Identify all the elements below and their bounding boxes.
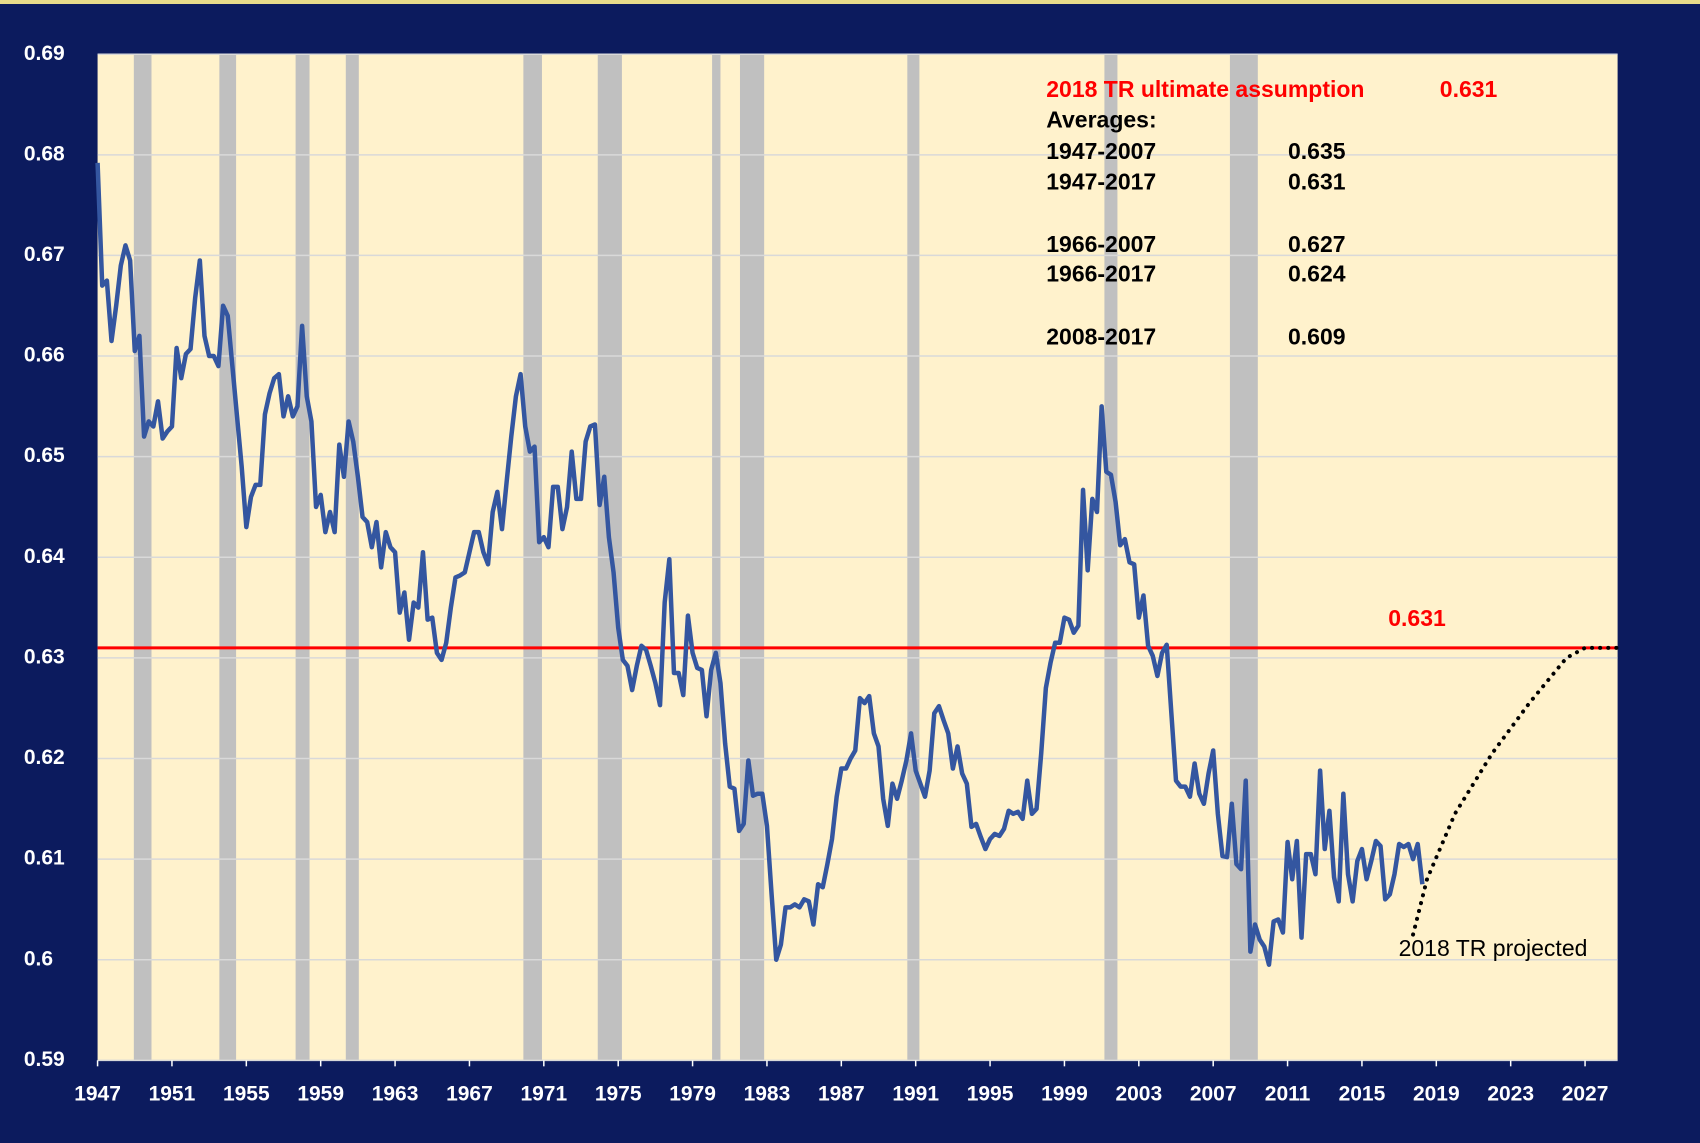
x-tick-label: 1979 (669, 1083, 716, 1106)
average-period: 2008-2017 (1046, 323, 1156, 349)
y-tick-label: 0.63 (24, 645, 65, 668)
x-tick-label: 1995 (967, 1083, 1014, 1106)
x-tick-label: 1967 (446, 1083, 493, 1106)
y-tick-label: 0.69 (24, 42, 65, 65)
x-tick-label: 2015 (1339, 1083, 1386, 1106)
assumption-label: 2018 TR ultimate assumption (1046, 76, 1364, 102)
x-tick-label: 2023 (1487, 1083, 1534, 1106)
y-tick-label: 0.62 (24, 746, 65, 769)
averages-title: Averages: (1046, 107, 1156, 133)
assumption-value: 0.631 (1440, 76, 1498, 102)
average-value: 0.635 (1288, 138, 1346, 164)
x-tick-label: 1991 (892, 1083, 939, 1106)
x-tick-label: 1975 (595, 1083, 642, 1106)
y-tick-label: 0.67 (24, 243, 65, 266)
y-tick-label: 0.61 (24, 847, 65, 870)
average-period: 1966-2017 (1046, 260, 1156, 286)
y-tick-label: 0.59 (24, 1048, 65, 1071)
x-tick-label: 1959 (297, 1083, 344, 1106)
top-edge (0, 0, 1700, 4)
x-tick-label: 2003 (1115, 1083, 1162, 1106)
average-value: 0.609 (1288, 323, 1346, 349)
y-tick-label: 0.68 (24, 142, 65, 165)
average-value: 0.631 (1288, 168, 1346, 194)
reference-label: 0.631 (1388, 605, 1446, 631)
x-tick-label: 1971 (520, 1083, 567, 1106)
x-tick-label: 1983 (744, 1083, 791, 1106)
y-tick-label: 0.64 (24, 545, 65, 568)
x-tick-label: 2019 (1413, 1083, 1460, 1106)
x-tick-label: 1987 (818, 1083, 865, 1106)
data-line (95, 162, 1425, 967)
x-tick-label: 1947 (74, 1083, 121, 1106)
average-value: 0.627 (1288, 231, 1346, 257)
x-tick-label: 2027 (1562, 1083, 1609, 1106)
x-tick-label: 2007 (1190, 1083, 1237, 1106)
x-tick-label: 2011 (1265, 1083, 1311, 1106)
average-period: 1947-2007 (1046, 138, 1156, 164)
y-tick-label: 0.65 (24, 444, 65, 467)
x-tick-label: 1963 (372, 1083, 419, 1106)
x-tick-label: 1951 (149, 1083, 196, 1106)
average-period: 1966-2007 (1046, 231, 1156, 257)
y-tick-label: 0.6 (24, 947, 53, 970)
y-tick-label: 0.66 (24, 344, 65, 367)
average-period: 1947-2017 (1046, 168, 1156, 194)
x-tick-label: 1999 (1041, 1083, 1088, 1106)
x-tick-label: 1955 (223, 1083, 270, 1106)
average-value: 0.624 (1288, 260, 1346, 286)
series-label: 2018 TR projected (1399, 935, 1588, 961)
